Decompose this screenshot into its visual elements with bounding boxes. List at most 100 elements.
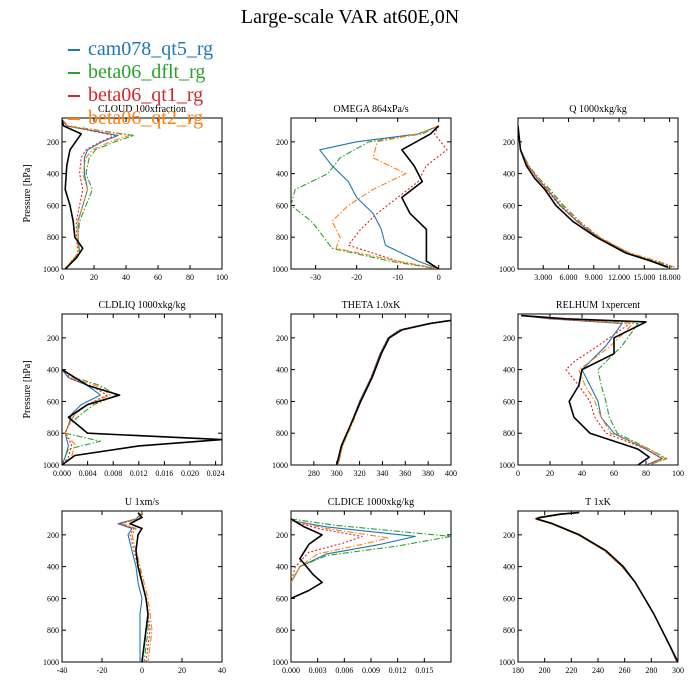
x-tick-label: 0.000 [53, 469, 71, 478]
y-tick-label: 800 [276, 626, 288, 635]
x-tick-label: 0 [60, 273, 64, 282]
y-tick-label: 1000 [272, 658, 288, 667]
series-line-5 [129, 512, 149, 662]
x-tick-label: 340 [376, 469, 388, 478]
x-tick-label: 20 [546, 469, 554, 478]
y-tick-label: 1000 [43, 658, 59, 667]
x-tick-label: 180 [512, 666, 524, 675]
x-tick-label: 0.016 [155, 469, 173, 478]
x-tick-label: 0.008 [104, 469, 122, 478]
y-tick-label: 800 [503, 429, 515, 438]
series-line-2 [521, 315, 668, 465]
legend-entry-3: beta06_qt1_rg [68, 84, 213, 107]
series-line-4 [62, 119, 130, 269]
series-line-4 [121, 512, 153, 662]
x-tick-label: 3.000 [534, 273, 552, 282]
series-line-4 [337, 319, 449, 465]
series-line-2 [518, 125, 673, 268]
series-line-4 [521, 315, 666, 465]
series-line-3 [534, 512, 678, 662]
x-tick-label: 0.020 [181, 469, 199, 478]
series-line-1 [62, 369, 101, 465]
y-tick-label: 600 [503, 594, 515, 603]
x-tick-label: 320 [354, 469, 366, 478]
series-line-5 [535, 511, 678, 662]
x-tick-label: 12.000 [608, 273, 630, 282]
x-tick-label: 40 [218, 666, 226, 675]
x-tick-label: 20 [90, 273, 98, 282]
y-tick-label: 1000 [499, 265, 515, 274]
x-tick-label: 240 [592, 666, 604, 675]
legend-label-1: cam078_qt5_rg [88, 38, 214, 60]
series-line-1 [534, 512, 678, 662]
y-tick-label: 400 [47, 366, 59, 375]
legend-label-3: beta06_qt1_rg [88, 84, 204, 106]
plot-frame [517, 117, 679, 270]
x-tick-label: 0.004 [79, 469, 97, 478]
x-tick-label: 300 [331, 469, 343, 478]
series-line-2 [62, 369, 117, 465]
x-tick-label: 200 [539, 666, 551, 675]
legend: cam078_qt5_rg beta06_dflt_rg beta06_qt1_… [68, 38, 213, 130]
series-line-3 [347, 125, 448, 269]
y-tick-label: 200 [503, 334, 515, 343]
y-tick-label: 600 [276, 594, 288, 603]
y-tick-label: 400 [276, 170, 288, 179]
x-tick-label: 0.012 [389, 666, 407, 675]
x-tick-label: 380 [422, 469, 434, 478]
y-tick-label: 600 [47, 201, 59, 210]
y-tick-label: 800 [276, 429, 288, 438]
y-tick-label: 600 [47, 594, 59, 603]
series-line-3 [291, 519, 363, 583]
y-tick-label: 1000 [272, 265, 288, 274]
series-line-5 [518, 125, 669, 269]
x-tick-label: -10 [392, 273, 403, 282]
x-tick-label: 80 [642, 469, 650, 478]
series-line-4 [62, 369, 111, 465]
series-line-1 [518, 125, 670, 268]
y-tick-label: 1000 [43, 461, 59, 470]
y-tick-label: 400 [276, 563, 288, 572]
y-tick-label: 400 [276, 366, 288, 375]
series-line-3 [337, 319, 449, 465]
x-tick-label: -40 [57, 666, 68, 675]
x-tick-label: 40 [122, 273, 130, 282]
series-line-5 [62, 368, 222, 465]
x-tick-label: 100 [216, 273, 228, 282]
x-tick-label: 60 [154, 273, 162, 282]
y-tick-label: 200 [47, 334, 59, 343]
y-tick-label: 1000 [499, 461, 515, 470]
plot-frame [517, 510, 679, 663]
series-line-3 [521, 315, 663, 465]
y-tick-label: 800 [503, 233, 515, 242]
panel-title: RELHUM 1xpercent [556, 300, 640, 311]
figure-title: Large-scale VAR at60E,0N [240, 6, 460, 28]
y-tick-label: 800 [47, 626, 59, 635]
y-tick-label: 400 [503, 170, 515, 179]
chart-panel-3: Q 1000xkg/kg 200 400 600 800 1000 3.000 6.000 9.… [499, 104, 681, 282]
x-tick-label: 0.024 [207, 469, 225, 478]
x-tick-label: 0.012 [130, 469, 148, 478]
x-tick-label: 0 [437, 273, 441, 282]
x-tick-label: 0.015 [415, 666, 433, 675]
panel-title: OMEGA 864xPa/s [333, 104, 408, 115]
plot-frame [517, 313, 679, 466]
x-tick-label: 9.000 [585, 273, 603, 282]
y-tick-label: 800 [47, 233, 59, 242]
series-line-4 [534, 512, 678, 662]
panel-title: U 1xm/s [125, 497, 159, 508]
y-tick-label: 400 [47, 563, 59, 572]
x-tick-label: -20 [97, 666, 108, 675]
x-tick-label: 280 [645, 666, 657, 675]
y-axis-label: Pressure [hPa] [22, 164, 33, 222]
y-tick-label: 600 [503, 201, 515, 210]
series-line-5 [62, 119, 84, 269]
chart-panel-4: CLDLIQ 1000xkg/kg Pressure [hPa] 200 400 600… [22, 300, 225, 478]
y-tick-label: 200 [276, 334, 288, 343]
y-tick-label: 800 [276, 233, 288, 242]
y-tick-label: 1000 [499, 658, 515, 667]
legend-entry-1: cam078_qt5_rg [68, 38, 213, 61]
